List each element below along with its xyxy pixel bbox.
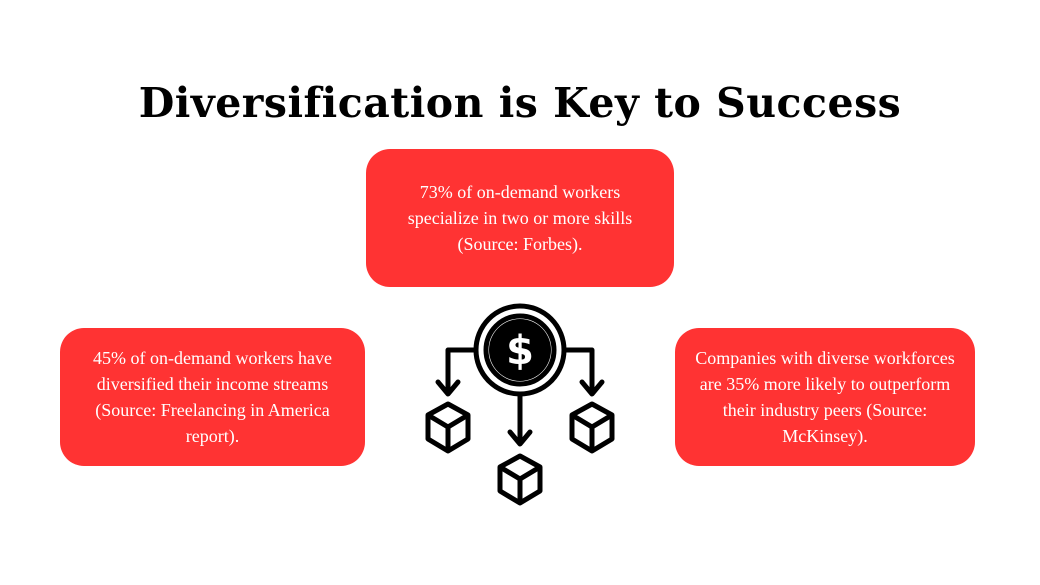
stat-card-top-text: 73% of on-demand workers specialize in t… — [407, 182, 633, 254]
coin-inner-ring — [483, 313, 557, 387]
diversification-icon: $ — [420, 300, 620, 510]
right-arrow-head — [579, 379, 605, 397]
cube-right-icon — [569, 401, 615, 454]
stat-card-left-text: 45% of on-demand workers have diversifie… — [93, 348, 332, 446]
dollar-symbol: $ — [506, 328, 534, 374]
page-title: Diversification is Key to Success — [138, 79, 902, 127]
stat-card-right: Companies with diverse workforces are 35… — [675, 328, 975, 466]
left-branch-line — [445, 347, 479, 395]
stat-card-right-text: Companies with diverse workforces are 35… — [695, 348, 955, 446]
stat-card-left: 45% of on-demand workers have diversifie… — [60, 328, 365, 466]
middle-arrow-head — [507, 429, 533, 447]
cube-left-icon — [425, 401, 471, 454]
coin-face — [489, 319, 551, 381]
stat-card-top: 73% of on-demand workers specialize in t… — [366, 149, 674, 287]
right-branch-line — [561, 347, 595, 395]
cube-middle-icon — [497, 453, 543, 506]
left-arrow-head — [435, 379, 461, 397]
